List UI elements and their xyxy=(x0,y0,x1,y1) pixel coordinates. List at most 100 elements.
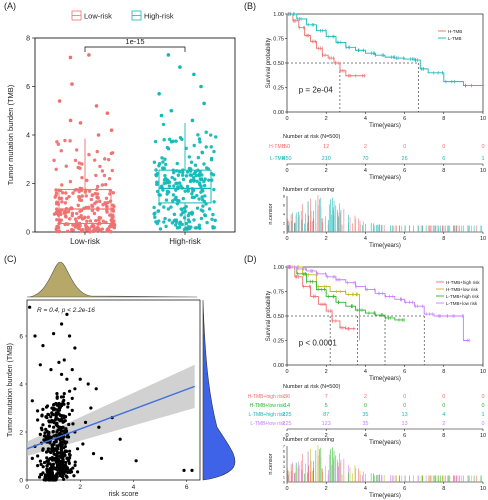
data-point xyxy=(85,219,89,224)
y-axis-label: n.censor xyxy=(268,203,274,224)
data-point xyxy=(67,449,72,453)
data-point xyxy=(188,173,192,177)
data-point xyxy=(36,418,40,422)
data-point xyxy=(212,200,216,204)
data-point xyxy=(94,387,98,391)
risk-table-value: 36 xyxy=(284,394,290,400)
x-tick-label: 6 xyxy=(403,116,406,122)
risk-table-row-label: H-TMB+high risk xyxy=(248,394,286,400)
data-point xyxy=(189,160,194,164)
data-point xyxy=(52,402,56,407)
data-point xyxy=(30,399,34,403)
data-point xyxy=(174,188,178,192)
survival-curve xyxy=(287,266,356,330)
data-point xyxy=(55,395,59,399)
data-point xyxy=(70,227,74,232)
data-point xyxy=(35,409,40,413)
panel-label: (C) xyxy=(4,254,17,264)
data-point xyxy=(84,227,88,231)
data-point xyxy=(210,217,214,221)
data-point xyxy=(211,173,216,177)
significance-bracket xyxy=(84,46,186,52)
censoring-title: Number of censoring xyxy=(283,187,334,193)
data-point xyxy=(100,183,105,187)
data-point xyxy=(77,227,82,231)
data-point xyxy=(174,139,178,143)
data-point xyxy=(70,211,75,215)
x-tick-label: 4 xyxy=(132,484,136,491)
data-point xyxy=(101,219,105,223)
panel-a: 0 2 4 6 8 Tumor mutation burden (TMB) Low-risk… xyxy=(6,10,236,246)
data-point xyxy=(50,473,54,477)
y-tick-label: 6 xyxy=(19,334,23,341)
data-point xyxy=(197,225,201,230)
data-point xyxy=(171,193,176,197)
data-point xyxy=(199,184,203,189)
data-point xyxy=(190,468,194,472)
data-point xyxy=(70,214,74,218)
data-point xyxy=(156,219,161,223)
risk-table-value: 70 xyxy=(362,156,368,162)
data-point xyxy=(190,195,195,200)
data-point xyxy=(152,212,156,216)
data-point xyxy=(59,448,64,452)
y-tick-label: 0 xyxy=(26,230,30,237)
data-point xyxy=(54,453,58,457)
data-point xyxy=(41,471,45,475)
data-point xyxy=(80,217,85,221)
panel-d: 0.000.250.500.751.000 2 4 6 8 10Time(years)Su… xyxy=(248,265,486,499)
risk-table-value: 4 xyxy=(442,412,445,418)
outlier-point xyxy=(87,53,91,57)
data-point xyxy=(66,470,70,475)
y-tick-label: 0 xyxy=(19,478,23,485)
data-point xyxy=(75,447,80,451)
x-tick-label: 4 xyxy=(364,236,367,242)
data-point xyxy=(73,460,77,464)
data-point xyxy=(167,184,172,188)
data-point xyxy=(171,199,175,203)
data-point xyxy=(104,196,109,200)
data-point xyxy=(60,474,64,479)
data-point xyxy=(162,181,166,186)
data-point xyxy=(48,441,52,445)
y-tick-label: 5 xyxy=(283,455,285,459)
data-point xyxy=(41,465,45,469)
data-point xyxy=(186,189,190,193)
risk-table-value: 225 xyxy=(282,412,291,418)
data-point xyxy=(177,170,182,174)
data-point xyxy=(181,170,185,175)
data-point xyxy=(102,173,107,178)
y-tick-label: 0.75 xyxy=(273,290,284,296)
data-point xyxy=(56,462,60,466)
data-point xyxy=(195,206,200,210)
y-tick-label: 1.00 xyxy=(273,12,284,18)
y-tick-label: 4 xyxy=(283,460,285,464)
risk-table-value: 2 xyxy=(364,394,367,400)
data-point xyxy=(197,137,202,141)
panel-c: 0 2 4 6 0 2 4 6 risk score Tumor mutation burden … xyxy=(7,261,236,498)
data-point xyxy=(98,199,102,204)
data-point xyxy=(111,225,115,229)
data-point xyxy=(61,460,65,464)
data-point xyxy=(60,404,64,408)
data-point xyxy=(105,208,109,213)
data-point xyxy=(212,187,216,192)
data-point xyxy=(67,412,72,416)
data-point xyxy=(54,440,58,444)
data-point xyxy=(166,207,171,211)
data-point xyxy=(201,204,205,208)
data-point xyxy=(43,475,47,479)
y-tick-label: 0.00 xyxy=(273,363,284,369)
data-point xyxy=(152,160,157,164)
risk-table-value: 450 xyxy=(282,156,291,162)
x-tick-label: 0 xyxy=(285,433,288,439)
x-axis-label: Time(years) xyxy=(369,493,401,499)
data-point xyxy=(66,405,70,409)
data-point xyxy=(58,425,62,429)
data-point xyxy=(183,189,187,193)
y-axis-label: Survival probability xyxy=(266,291,272,341)
x-axis-label: Time(years) xyxy=(369,440,401,446)
data-point xyxy=(70,396,74,400)
data-point xyxy=(92,224,96,228)
x-tick-label: High-risk xyxy=(169,237,202,246)
